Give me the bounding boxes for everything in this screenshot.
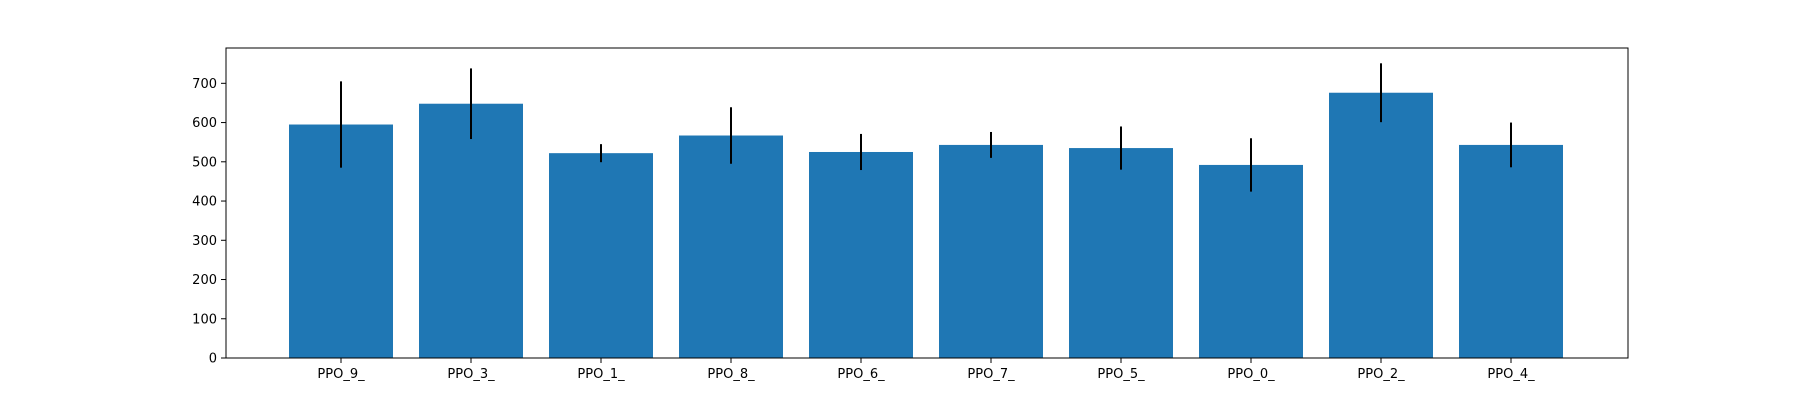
bar-ppo-7	[939, 144, 1043, 358]
bar-ppo-8	[679, 135, 783, 358]
x-tick-label: PPO_2_	[1357, 367, 1405, 382]
bar-ppo-4	[1459, 144, 1563, 358]
error-bars	[340, 63, 1512, 192]
bar-ppo-2	[1329, 92, 1433, 358]
plot-frame	[225, 47, 1629, 359]
x-tick-label: PPO_9_	[317, 367, 365, 382]
y-tick-label: 300	[192, 234, 217, 249]
y-tick-label: 400	[192, 195, 217, 210]
bar-ppo-3	[419, 103, 523, 358]
y-tick-label: 100	[192, 312, 217, 327]
bar-ppo-1	[549, 153, 653, 358]
y-tick-label: 700	[192, 77, 217, 92]
x-tick-label: PPO_0_	[1227, 367, 1275, 382]
y-tick-label: 500	[192, 155, 217, 170]
bar-ppo-5	[1069, 148, 1173, 358]
x-axis: PPO_9_ PPO_3_ PPO_1_ PPO_8_ PPO_6_ PPO_7_ PPO_…	[317, 358, 1535, 382]
x-tick-label: PPO_4_	[1487, 367, 1535, 382]
x-tick-label: PPO_7_	[967, 367, 1015, 382]
bar-ppo-6	[809, 151, 913, 358]
x-tick-label: PPO_1_	[577, 367, 625, 382]
y-axis: 0 100 200 300 400 500 600 700	[192, 77, 226, 367]
y-tick-label: 0	[209, 352, 217, 367]
bar-ppo-0	[1199, 164, 1303, 358]
x-tick-label: PPO_5_	[1097, 367, 1145, 382]
y-tick-label: 600	[192, 116, 217, 131]
x-tick-label: PPO_3_	[447, 367, 495, 382]
y-tick-label: 200	[192, 273, 217, 288]
x-tick-label: PPO_8_	[707, 367, 755, 382]
x-tick-label: PPO_6_	[837, 367, 885, 382]
bars	[289, 92, 1563, 359]
